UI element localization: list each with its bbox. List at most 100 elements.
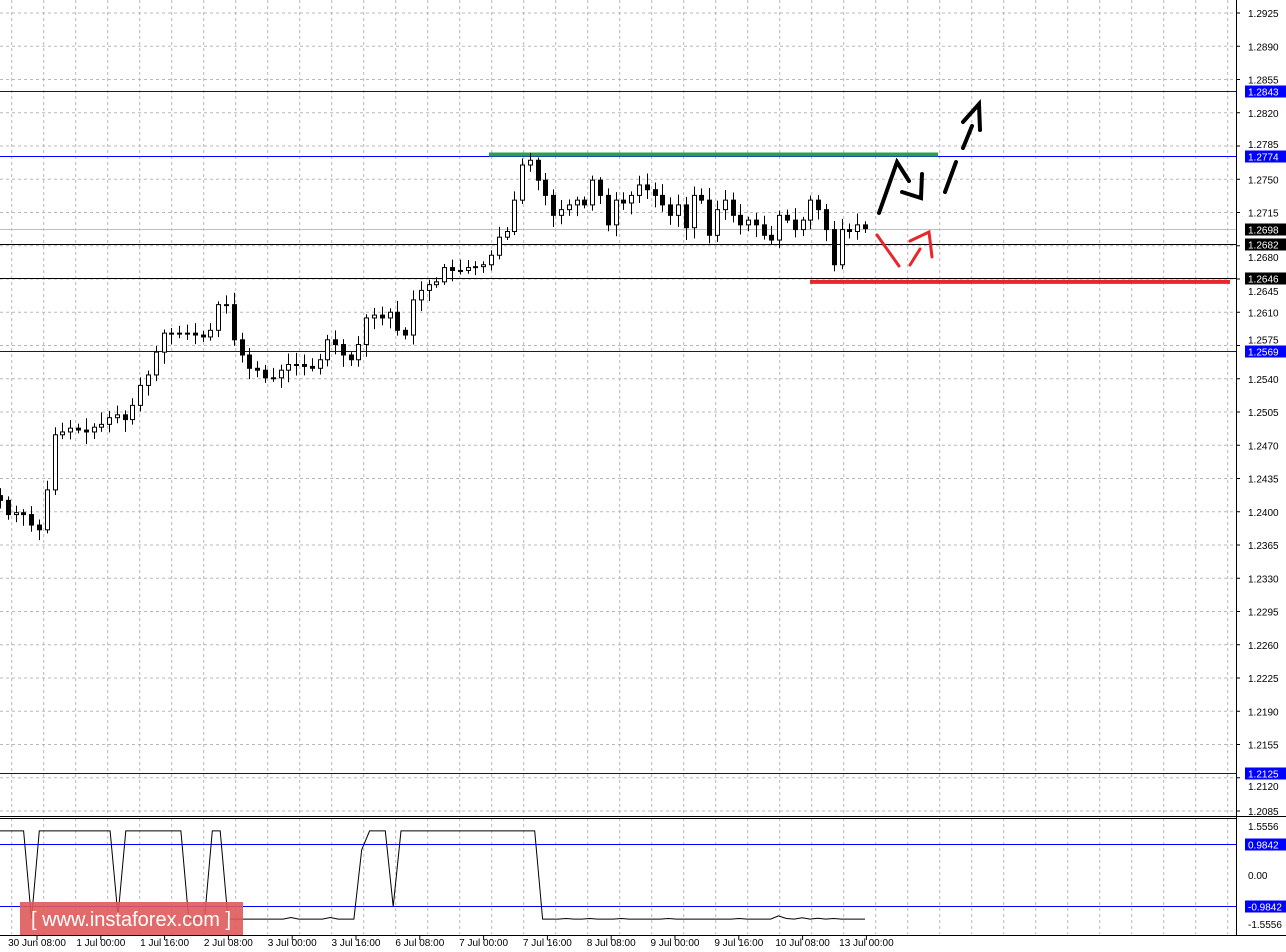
candles (0, 152, 868, 541)
candle-body (621, 199, 626, 204)
candle-body (660, 194, 665, 206)
level-label: 1.2682 (1248, 241, 1279, 252)
candle-body (154, 351, 159, 376)
candle-body (294, 364, 299, 366)
candle-body (84, 429, 89, 433)
candle-body (92, 426, 97, 433)
y-tick-label: 1.2225 (1248, 674, 1279, 685)
candle-body (279, 369, 284, 379)
level-label: 1.2774 (1248, 153, 1279, 164)
candle-body (99, 423, 104, 428)
level-label-bg (1245, 150, 1286, 163)
x-tick-label: 9 Jul 16:00 (714, 938, 763, 949)
candle-body (169, 332, 174, 335)
candle-body (777, 214, 782, 241)
level-label: 1.2569 (1248, 348, 1279, 359)
candle-body (614, 199, 619, 226)
candle-body (123, 414, 128, 421)
candle-body (364, 317, 369, 346)
candle-body (590, 179, 595, 206)
candle-body (816, 199, 821, 211)
candle-body (505, 231, 510, 238)
candle-body (684, 204, 689, 229)
candle-body (840, 229, 845, 266)
x-tick-label: 1 Jul 00:00 (76, 938, 125, 949)
candle-body (411, 299, 416, 336)
candle-body (559, 209, 564, 216)
x-tick-label: 2 Jul 08:00 (204, 938, 253, 949)
candle-body (68, 427, 73, 433)
y-tick-label: 1.2610 (1248, 308, 1279, 319)
candle-body (419, 289, 424, 301)
candle-body (333, 339, 338, 346)
candle-body (528, 159, 533, 166)
candle-body (14, 512, 19, 516)
y-tick-label: 1.2715 (1248, 209, 1279, 220)
level-label-bg (1245, 345, 1286, 358)
y-tick-label: 1.2260 (1248, 641, 1279, 652)
candle-body (325, 339, 330, 361)
candle-body (832, 229, 837, 266)
candle-body (21, 512, 26, 516)
candle-body (138, 384, 143, 406)
x-tick-label: 9 Jul 00:00 (651, 938, 700, 949)
forecast-down-arrow (875, 229, 934, 268)
level-label-bg (1245, 272, 1286, 285)
candle-body (723, 199, 728, 211)
y-tick-label: 1.2470 (1248, 441, 1279, 452)
candle-body (692, 194, 697, 229)
candle-body (785, 214, 790, 221)
x-tick-label: 7 Jul 16:00 (523, 938, 572, 949)
candle-body (543, 179, 548, 196)
candle-body (45, 489, 50, 531)
y-tick-label: 1.2750 (1248, 175, 1279, 186)
candle-body (801, 219, 806, 231)
candle-body (76, 427, 81, 431)
y-tick-label: 1.2575 (1248, 336, 1279, 347)
horizontal-levels (0, 91, 1236, 774)
candle-body (107, 417, 112, 425)
y-tick-label: 1.2435 (1248, 475, 1279, 486)
forecast-annotations (875, 98, 982, 268)
candle-body (247, 354, 252, 369)
y-tick-label: 1.2820 (1248, 109, 1279, 120)
y-tick-label: 1.2190 (1248, 707, 1279, 718)
candle-body (232, 304, 237, 341)
candle-body (582, 199, 587, 206)
candle-body (286, 364, 291, 371)
candle-body (824, 209, 829, 231)
candle-body (653, 189, 658, 196)
candle-body (349, 354, 354, 361)
candle-body (380, 314, 385, 319)
candle-body (442, 267, 447, 283)
candle-body (473, 266, 478, 269)
osc-level-label-bg (1245, 900, 1286, 913)
candle-body (668, 204, 673, 216)
candle-body (310, 365, 315, 369)
candle-body (388, 311, 393, 319)
candle-body (707, 199, 712, 236)
y-tick-label: 1.2365 (1248, 541, 1279, 552)
y-tick-label: 1.2680 (1248, 253, 1279, 264)
x-tick-label: 8 Jul 08:00 (587, 938, 636, 949)
candle-body (6, 499, 11, 516)
candle-body (855, 224, 860, 233)
candle-body (177, 332, 182, 335)
candle-body (395, 311, 400, 331)
osc-level-label: 0.9842 (1248, 841, 1279, 852)
candle-body (162, 332, 167, 353)
y-tick-label: 1.2155 (1248, 741, 1279, 752)
watermark-box (20, 902, 243, 935)
candle-body (520, 164, 525, 201)
x-tick-label: 3 Jul 00:00 (268, 938, 317, 949)
level-label: 1.2125 (1248, 770, 1279, 781)
candle-body (450, 267, 455, 271)
y-tick-label: 1.2785 (1248, 140, 1279, 151)
y-tick-label: 1.2505 (1248, 408, 1279, 419)
candle-body (372, 314, 377, 319)
candle-body (769, 234, 774, 241)
candle-body (193, 332, 198, 336)
candle-body (598, 179, 603, 196)
